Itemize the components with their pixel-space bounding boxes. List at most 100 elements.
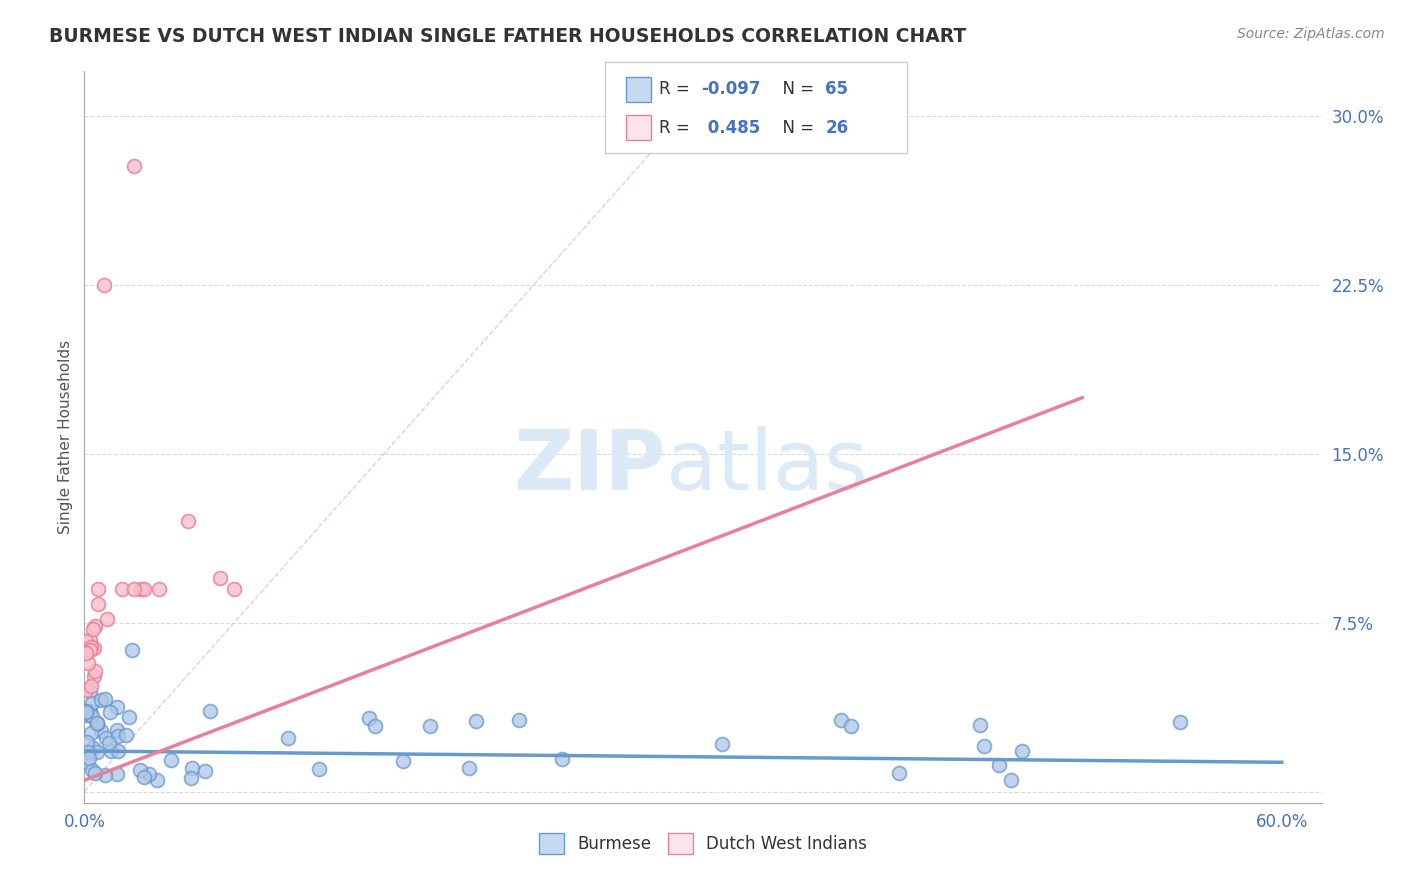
Text: N =: N = [772,119,820,136]
Text: R =: R = [659,119,696,136]
Point [973,739,995,753]
Point [194,764,217,778]
Point [200,704,222,718]
Point [159,753,181,767]
Point [458,761,481,775]
Point [107,744,129,758]
Point [357,710,380,724]
Point [711,737,734,751]
Point [551,752,574,766]
Text: -0.097: -0.097 [702,80,761,98]
Text: BURMESE VS DUTCH WEST INDIAN SINGLE FATHER HOUSEHOLDS CORRELATION CHART: BURMESE VS DUTCH WEST INDIAN SINGLE FATH… [49,27,966,45]
Y-axis label: Single Father Households: Single Father Households [58,340,73,534]
Point [1000,772,1022,787]
Point [94,691,117,706]
Point [97,736,120,750]
Point [87,582,110,596]
Point [508,713,530,727]
Point [79,643,101,657]
Text: N =: N = [772,80,820,98]
Point [105,699,128,714]
Text: Source: ZipAtlas.com: Source: ZipAtlas.com [1237,27,1385,41]
Point [364,719,387,733]
Point [80,696,103,710]
Point [177,515,200,529]
Point [80,763,103,777]
Point [1168,715,1191,730]
Point [80,679,103,693]
Point [82,741,104,756]
Point [93,767,115,781]
Point [80,726,103,740]
Point [82,709,104,723]
Point [84,664,107,678]
Point [132,771,155,785]
Point [83,641,105,656]
Point [180,771,202,785]
Point [887,765,910,780]
Point [988,758,1011,772]
Point [969,718,991,732]
Point [86,745,108,759]
Point [122,159,145,173]
Point [86,715,108,730]
Point [145,772,167,787]
Point [82,623,104,637]
Legend: Burmese, Dutch West Indians: Burmese, Dutch West Indians [533,827,873,860]
Point [107,729,129,743]
Point [114,727,136,741]
Point [77,745,100,759]
Point [308,763,330,777]
Point [79,684,101,698]
Point [181,761,204,775]
Point [79,707,101,722]
Point [75,682,97,697]
Point [93,278,115,293]
Point [148,582,170,596]
Point [75,706,97,720]
Point [76,735,98,749]
Point [841,719,863,733]
Point [83,669,105,683]
Point [105,766,128,780]
Point [465,714,488,729]
Point [84,619,107,633]
Point [96,731,118,745]
Point [138,766,160,780]
Point [86,717,108,731]
Point [98,705,121,719]
Point [96,611,118,625]
Text: 26: 26 [825,119,848,136]
Point [90,693,112,707]
Point [129,582,152,596]
Point [128,763,150,777]
Point [79,633,101,648]
Point [84,766,107,780]
Text: atlas: atlas [666,425,868,507]
Point [100,743,122,757]
Point [122,582,145,596]
Point [79,704,101,718]
Text: ZIP: ZIP [513,425,666,507]
Point [105,723,128,737]
Point [222,582,245,596]
Point [87,598,110,612]
Point [90,724,112,739]
Text: 0.485: 0.485 [702,119,759,136]
Point [86,716,108,731]
Point [1011,744,1033,758]
Point [121,642,143,657]
Point [75,704,97,718]
Point [830,713,852,727]
Point [277,731,299,745]
Point [134,582,156,596]
Point [76,756,98,770]
Point [391,754,413,768]
Text: 65: 65 [825,80,848,98]
Point [80,640,103,654]
Point [77,656,100,670]
Point [75,707,97,722]
Point [75,646,97,660]
Point [77,751,100,765]
Point [75,634,97,648]
